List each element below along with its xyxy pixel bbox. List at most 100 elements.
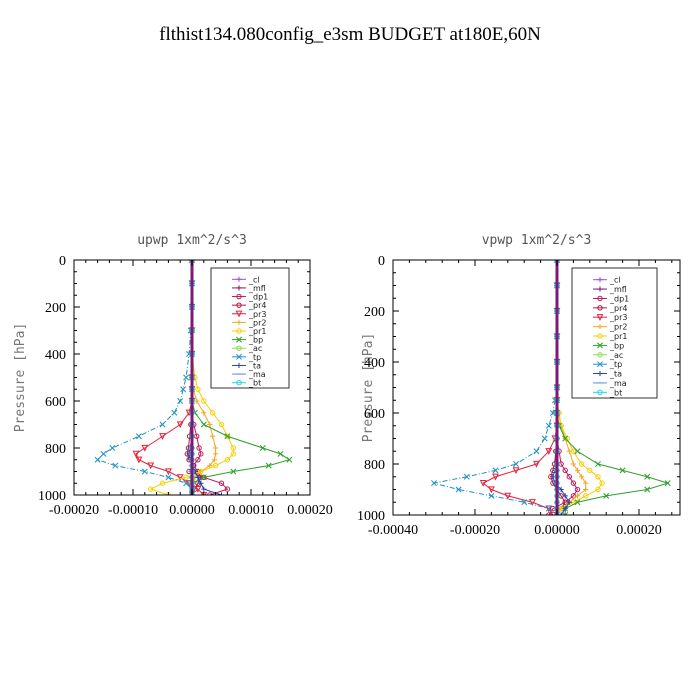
legend-entry-pr4: _pr4 xyxy=(232,301,266,310)
legend-label: _ma xyxy=(609,379,627,388)
data-point xyxy=(549,410,556,416)
y-tick-label: 800 xyxy=(364,458,385,473)
legend-label: _pr1 xyxy=(609,332,627,341)
legend-entry-pr1: _pr1 xyxy=(593,332,627,341)
data-point xyxy=(94,456,101,463)
data-point xyxy=(595,474,601,480)
data-point xyxy=(286,456,293,463)
legend-entry-bt: _bt xyxy=(593,388,622,397)
legend-marker xyxy=(597,342,603,349)
legend-label: _pr2 xyxy=(609,323,627,332)
data-point xyxy=(595,486,601,493)
legend-label: _bp xyxy=(248,336,263,345)
data-point xyxy=(195,457,201,463)
legend-entry-mfl: _mfl xyxy=(232,284,266,293)
data-point xyxy=(224,457,231,463)
data-point xyxy=(183,474,189,481)
data-point xyxy=(159,433,166,440)
legend-marker xyxy=(597,277,603,283)
data-point xyxy=(159,480,166,486)
data-point xyxy=(562,467,568,474)
legend-entry-bp: _bp xyxy=(593,341,624,350)
legend-label: _mfl xyxy=(248,284,266,293)
data-point xyxy=(562,506,568,512)
data-point xyxy=(644,486,651,493)
y-tick-label: 1000 xyxy=(357,509,385,524)
data-point xyxy=(171,409,178,416)
data-point xyxy=(207,421,213,428)
data-point xyxy=(599,480,605,486)
y-tick-label: 400 xyxy=(364,356,385,371)
data-point xyxy=(492,467,499,474)
data-point xyxy=(587,467,593,474)
data-point xyxy=(595,461,601,467)
x-tick-label: 0.00020 xyxy=(616,523,662,538)
data-point xyxy=(487,486,495,494)
y-tick-label: 400 xyxy=(45,348,66,363)
data-point xyxy=(455,486,462,493)
data-point xyxy=(570,480,577,486)
legend-entry-pr3: _pr3 xyxy=(232,310,266,319)
legend-marker xyxy=(596,314,604,321)
data-point xyxy=(583,486,589,493)
data-point xyxy=(574,448,581,455)
legend-entry-ta: _ta xyxy=(232,361,261,370)
panels: upwp 1xm^2/s^3 Pressure [hPa] 0 200 400 600 80… xyxy=(13,233,681,538)
legend-entry-ac: _ac xyxy=(232,344,262,353)
legend-box xyxy=(210,267,290,389)
data-point xyxy=(545,505,552,512)
figure-title: flthist134.080config_e3sm BUDGET at180E,… xyxy=(159,24,541,45)
data-point xyxy=(207,463,213,469)
data-point xyxy=(195,386,201,392)
legend-entry-ta: _ta xyxy=(593,370,622,379)
y-tick-label: 200 xyxy=(364,305,385,320)
data-point xyxy=(533,460,540,468)
x-tick-label: 0.00010 xyxy=(228,503,274,518)
legend-entry-pr1: _pr1 xyxy=(232,327,266,336)
data-point xyxy=(183,480,190,487)
data-point xyxy=(209,410,216,416)
legend-entry-tp: _tp xyxy=(232,353,261,362)
legend-label: _pr2 xyxy=(248,318,266,327)
data-point xyxy=(230,451,237,457)
data-point xyxy=(513,461,519,467)
legend: _cl_mfl_dp1_pr4_pr3_pr2_pr1_bp_ac_tp_ta_… xyxy=(210,267,290,389)
data-point xyxy=(492,473,499,481)
y-tick-label: 600 xyxy=(45,395,66,410)
legend-entry-ma: _ma xyxy=(232,370,266,379)
data-point xyxy=(488,492,495,499)
data-point xyxy=(213,451,219,457)
data-point xyxy=(528,499,536,506)
x-tick-label: 0.00000 xyxy=(534,523,580,538)
data-point xyxy=(200,474,207,481)
legend-marker xyxy=(236,345,242,351)
legend-label: _cl xyxy=(248,275,260,284)
data-point xyxy=(112,462,119,469)
legend-label: _pr3 xyxy=(609,313,627,322)
data-point xyxy=(224,486,231,492)
legend-marker xyxy=(236,328,242,334)
legend-label: _pr4 xyxy=(609,304,627,313)
data-point xyxy=(230,468,237,475)
data-point xyxy=(259,445,266,451)
data-point xyxy=(141,444,149,452)
data-point xyxy=(431,480,437,487)
legend-marker xyxy=(236,379,242,386)
x-tick-label: -0.00020 xyxy=(49,503,99,518)
data-point xyxy=(212,462,219,469)
data-point xyxy=(180,386,187,393)
data-point xyxy=(479,480,487,487)
data-point xyxy=(194,398,200,404)
data-point xyxy=(603,492,610,499)
legend-label: _mfl xyxy=(609,285,627,294)
data-point xyxy=(210,433,216,439)
legend-label: _bt xyxy=(248,379,261,388)
data-point xyxy=(211,457,218,463)
legend-entry-cl: _cl xyxy=(232,275,260,284)
data-point xyxy=(574,467,581,473)
data-point xyxy=(218,492,225,495)
data-point xyxy=(194,486,202,493)
y-axis-label: Pressure [hPa] xyxy=(13,323,28,433)
data-point xyxy=(201,410,207,416)
